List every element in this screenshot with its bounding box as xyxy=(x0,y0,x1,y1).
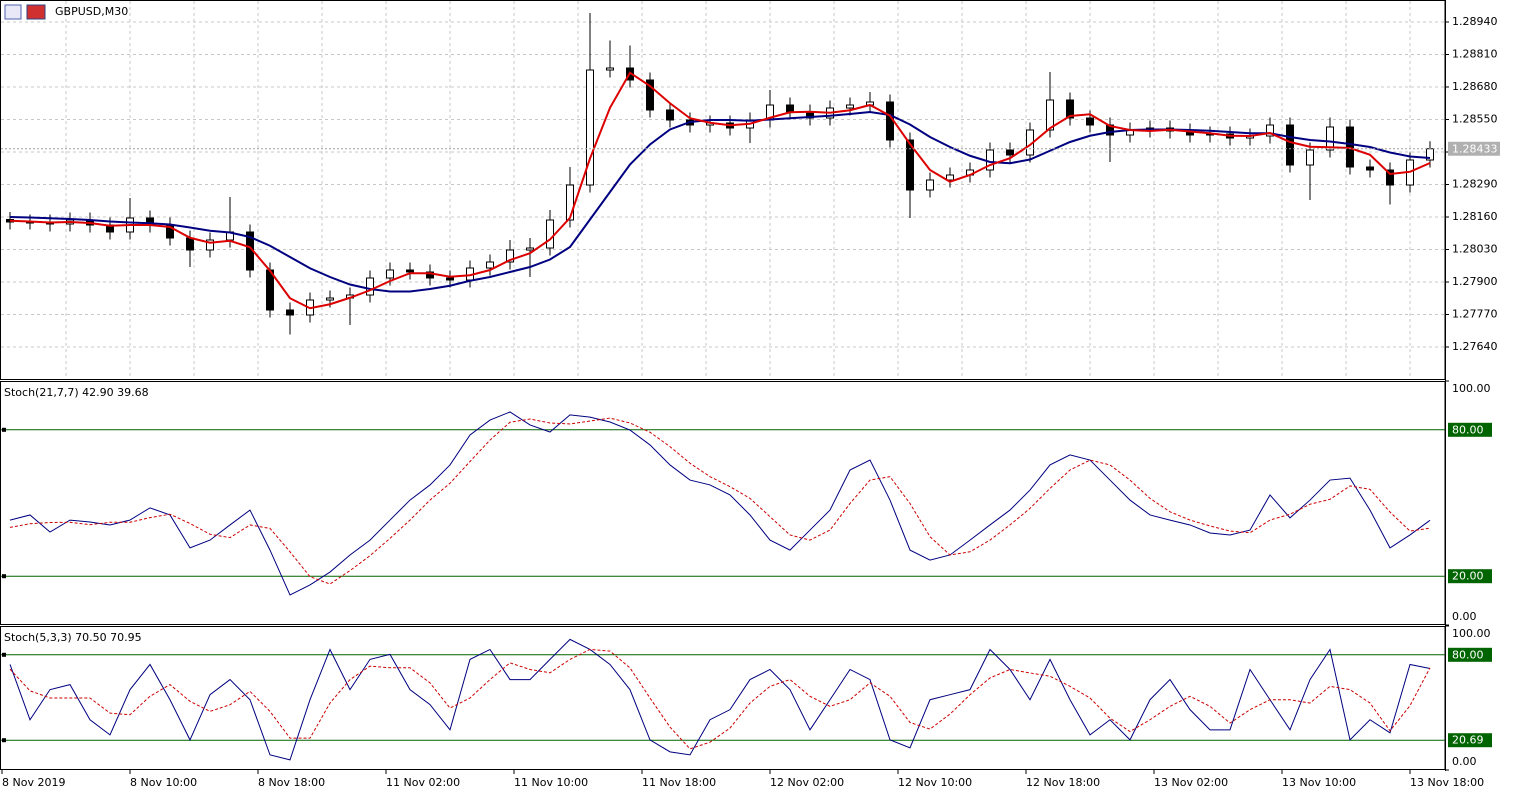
x-tick-label: 8 Nov 10:00 xyxy=(130,776,197,789)
candle-body xyxy=(406,269,414,273)
candle-body xyxy=(846,104,854,109)
level-label: 80.00 xyxy=(1452,648,1484,661)
candle-body xyxy=(266,269,274,311)
candle-body xyxy=(526,247,534,251)
y-tick-label: 1.28940 xyxy=(1452,15,1498,28)
candle-body xyxy=(446,277,454,281)
icon xyxy=(26,4,46,20)
candle-body xyxy=(1066,99,1074,119)
current-price-box xyxy=(1448,141,1500,156)
x-tick-label: 12 Nov 18:00 xyxy=(1026,776,1100,789)
candle-body xyxy=(506,249,514,263)
candle-body xyxy=(426,271,434,279)
candle-body xyxy=(786,104,794,113)
y-tick-label: 1.28550 xyxy=(1452,113,1498,126)
candle-body xyxy=(666,109,674,121)
x-tick-label: 8 Nov 2019 xyxy=(2,776,65,789)
candle-body xyxy=(646,79,654,111)
candle-body xyxy=(1006,149,1014,156)
y-tick-label: 0.00 xyxy=(1452,610,1477,623)
x-tick-label: 13 Nov 02:00 xyxy=(1154,776,1228,789)
level-label-box xyxy=(1448,422,1492,437)
y-tick-label: 100.00 xyxy=(1452,382,1491,395)
current-price-label: 1.28433 xyxy=(1452,142,1498,155)
candle-body xyxy=(206,239,214,251)
candle-body xyxy=(566,184,574,221)
candle-body xyxy=(606,67,614,71)
icon xyxy=(4,4,22,20)
x-tick-label: 12 Nov 10:00 xyxy=(898,776,972,789)
candle-body xyxy=(486,261,494,269)
pane-title: GBPUSD,M30 xyxy=(55,5,128,18)
y-tick-label: 1.28290 xyxy=(1452,178,1498,191)
y-tick-label: 100.00 xyxy=(1452,627,1491,640)
x-tick-label: 8 Nov 18:00 xyxy=(258,776,325,789)
level-marker xyxy=(2,738,6,743)
indicator-line xyxy=(9,411,1431,596)
candle-body xyxy=(186,237,194,251)
pane-title: Stoch(5,3,3) 70.50 70.95 xyxy=(4,631,142,644)
candle-body xyxy=(1086,117,1094,126)
level-label: 20.69 xyxy=(1452,734,1484,747)
candle-body xyxy=(926,179,934,191)
y-tick-label: 1.28810 xyxy=(1452,48,1498,61)
pane-title: Stoch(21,7,7) 42.90 39.68 xyxy=(4,386,149,399)
y-tick-label: 1.28030 xyxy=(1452,243,1498,256)
x-tick-label: 11 Nov 02:00 xyxy=(386,776,460,789)
candle-body xyxy=(1366,166,1374,171)
x-tick-label: 12 Nov 02:00 xyxy=(770,776,844,789)
candle-body xyxy=(386,269,394,279)
x-tick-label: 11 Nov 18:00 xyxy=(642,776,716,789)
level-marker xyxy=(2,427,6,432)
candle-body xyxy=(366,277,374,296)
candle-body xyxy=(1386,169,1394,186)
candle-body xyxy=(586,69,594,186)
candle-body xyxy=(546,219,554,249)
candle-body xyxy=(1306,149,1314,166)
y-tick-label: 1.28680 xyxy=(1452,80,1498,93)
y-tick-label: 1.27640 xyxy=(1452,340,1498,353)
indicator-line xyxy=(9,638,1431,761)
y-tick-label: 1.27900 xyxy=(1452,275,1498,288)
level-label-box xyxy=(1448,647,1492,662)
level-label: 80.00 xyxy=(1452,423,1484,436)
level-label-box xyxy=(1448,569,1492,584)
x-tick-label: 11 Nov 10:00 xyxy=(514,776,588,789)
level-marker xyxy=(2,574,6,579)
candle-body xyxy=(1326,126,1334,151)
y-tick-label: 0.00 xyxy=(1452,755,1477,768)
candle-body xyxy=(1286,124,1294,166)
candle-body xyxy=(286,309,294,316)
candle-body xyxy=(946,174,954,181)
candle-body xyxy=(906,139,914,191)
level-label: 20.00 xyxy=(1452,570,1484,583)
indicator-line xyxy=(9,71,1431,310)
candle-body xyxy=(1266,124,1274,137)
level-label-box xyxy=(1448,733,1492,748)
candle-body xyxy=(1046,99,1054,131)
x-tick-label: 13 Nov 10:00 xyxy=(1282,776,1356,789)
level-marker xyxy=(2,652,6,657)
indicator-line xyxy=(9,648,1431,750)
x-tick-label: 13 Nov 18:00 xyxy=(1410,776,1484,789)
y-tick-label: 1.28160 xyxy=(1452,210,1498,223)
candle-body xyxy=(326,297,334,301)
y-tick-label: 1.27770 xyxy=(1452,308,1498,321)
indicator-line xyxy=(9,110,1431,293)
indicator-line xyxy=(9,417,1431,585)
candle-body xyxy=(886,101,894,141)
